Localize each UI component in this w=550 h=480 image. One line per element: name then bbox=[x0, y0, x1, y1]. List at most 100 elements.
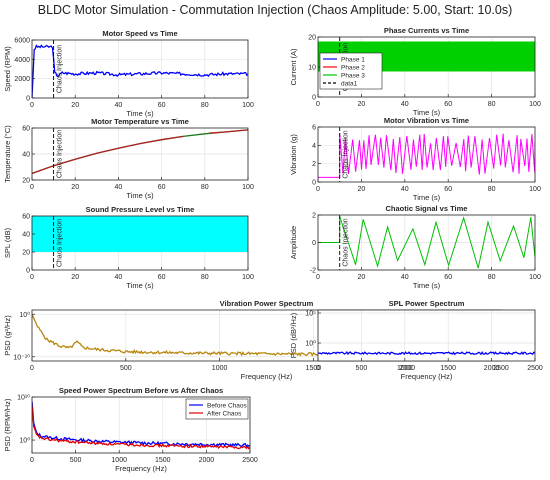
chart-title: Vibration Power Spectrum bbox=[220, 299, 314, 308]
tick-label-x: 80 bbox=[488, 101, 496, 108]
tick-label-x: 2500 bbox=[527, 365, 543, 372]
y-axis-label: Amplitude bbox=[289, 226, 298, 259]
tick-label-y: 60 bbox=[22, 126, 30, 133]
tick-label-x: 20 bbox=[71, 184, 79, 191]
figure-title: BLDC Motor Simulation - Commutation Inje… bbox=[37, 3, 513, 17]
tick-label-x: 80 bbox=[201, 102, 209, 109]
tick-label-x: 0 bbox=[30, 457, 34, 464]
tick-label-x: 500 bbox=[120, 365, 132, 372]
chart-currents: Chaos Injection02040608010001020Phase Cu… bbox=[289, 26, 541, 117]
tick-label-y: 20 bbox=[22, 250, 30, 257]
tick-label-x: 60 bbox=[444, 274, 452, 281]
tick-label-x: 0 bbox=[316, 274, 320, 281]
series-layer bbox=[32, 401, 250, 450]
tick-label-y: 10 bbox=[308, 65, 316, 72]
tick-label-x: 100 bbox=[529, 186, 541, 193]
tick-label-y: 6000 bbox=[14, 38, 30, 45]
axes-box bbox=[31, 39, 249, 99]
x-axis-label: Time (s) bbox=[413, 281, 441, 290]
tick-label-y: 10⁰ bbox=[305, 340, 316, 348]
tick-label-y: 60 bbox=[22, 214, 30, 221]
tick-label-x: 0 bbox=[30, 365, 34, 372]
series-line bbox=[318, 133, 535, 178]
tick-label-x: 80 bbox=[201, 274, 209, 281]
tick-label-y: 0 bbox=[26, 268, 30, 275]
tick-label-y: 10⁰ bbox=[19, 311, 30, 319]
y-axis-label: Temperature (°C) bbox=[3, 125, 12, 183]
tick-label-x: 2000 bbox=[484, 365, 500, 372]
tick-label-x: 1000 bbox=[212, 365, 228, 372]
series-band bbox=[32, 216, 248, 252]
series-layer bbox=[32, 216, 248, 252]
tick-label-y: 0 bbox=[312, 180, 316, 187]
series-layer bbox=[318, 216, 535, 269]
tick-label-x: 1500 bbox=[155, 457, 171, 464]
tick-label-y: 0 bbox=[312, 240, 316, 247]
tick-label-y: 2000 bbox=[14, 76, 30, 83]
tick-label-y: 40 bbox=[22, 152, 30, 159]
series-line bbox=[318, 216, 535, 269]
tick-label-x: 60 bbox=[158, 184, 166, 191]
x-axis-label: Time (s) bbox=[126, 191, 154, 200]
legend-label: Phase 1 bbox=[341, 57, 365, 64]
tick-label-x: 20 bbox=[358, 101, 366, 108]
tick-label-y: 20 bbox=[22, 178, 30, 185]
tick-label-x: 60 bbox=[158, 102, 166, 109]
tick-label-x: 100 bbox=[242, 184, 254, 191]
tick-label-y: 4 bbox=[312, 143, 316, 150]
tick-label-x: 100 bbox=[529, 274, 541, 281]
x-axis-label: Time (s) bbox=[126, 109, 154, 118]
tick-label-y: 10¹⁰ bbox=[17, 394, 30, 402]
tick-label-x: 20 bbox=[358, 274, 366, 281]
tick-label-x: 2500 bbox=[242, 457, 258, 464]
tick-label-y: 20 bbox=[308, 35, 316, 42]
tick-label-x: 80 bbox=[488, 186, 496, 193]
axes-box bbox=[31, 396, 251, 454]
chart-title: Motor Temperature vs Time bbox=[91, 117, 189, 126]
chart-speedpsd: 0 500 1000 1500 2000 2500 10⁰ 10¹⁰ Speed Power S… bbox=[3, 386, 258, 473]
annotation-label: Chaos Injection bbox=[57, 45, 64, 93]
tick-label-y: 10⁻¹⁰ bbox=[13, 353, 30, 361]
x-axis-label: Frequency (Hz) bbox=[115, 464, 167, 473]
y-axis-label: PSD (RPM²/Hz) bbox=[3, 398, 12, 451]
axes-box bbox=[317, 126, 536, 183]
tick-label-x: 0 bbox=[30, 274, 34, 281]
tick-label-y: 0 bbox=[312, 95, 316, 102]
tick-label-x: 100 bbox=[242, 274, 254, 281]
y-axis-label: SPL (dB) bbox=[3, 227, 12, 258]
tick-label-x: 80 bbox=[201, 184, 209, 191]
series-line bbox=[318, 350, 535, 356]
plot-area bbox=[32, 40, 248, 98]
tick-label-x: 1500 bbox=[306, 365, 322, 372]
tick-label-x: 60 bbox=[444, 101, 452, 108]
tick-label-x: 0 bbox=[316, 365, 320, 372]
plot-area bbox=[318, 310, 535, 361]
tick-label-x: 20 bbox=[71, 102, 79, 109]
tick-label-y: 10⁵ bbox=[305, 311, 316, 318]
series-layer bbox=[318, 350, 535, 356]
tick-label-x: 2500 bbox=[493, 365, 509, 372]
series-line bbox=[32, 401, 250, 448]
axes-box bbox=[317, 309, 536, 362]
tick-label-x: 40 bbox=[401, 274, 409, 281]
tick-label-x: 60 bbox=[158, 274, 166, 281]
tick-label-x: 1000 bbox=[111, 457, 127, 464]
tick-label-x: 2000 bbox=[199, 457, 215, 464]
y-axis-label: Current (A) bbox=[289, 48, 298, 86]
legend-label: Phase 2 bbox=[341, 65, 365, 72]
series-line bbox=[32, 44, 248, 98]
series-line bbox=[209, 129, 248, 134]
chart-spl: Chaos Injection 0 20 40 60 80 100 0 20 40 60 Sound … bbox=[3, 205, 254, 290]
chart-title: Phase Currents vs Time bbox=[384, 26, 469, 35]
tick-label-x: 40 bbox=[115, 274, 123, 281]
tick-label-y: 0 bbox=[26, 96, 30, 103]
axes-box bbox=[31, 215, 249, 271]
tick-label-y: 40 bbox=[22, 232, 30, 239]
tick-label-x: 500 bbox=[70, 457, 82, 464]
tick-label-x: 0 bbox=[30, 184, 34, 191]
tick-label-y: 2 bbox=[312, 161, 316, 168]
